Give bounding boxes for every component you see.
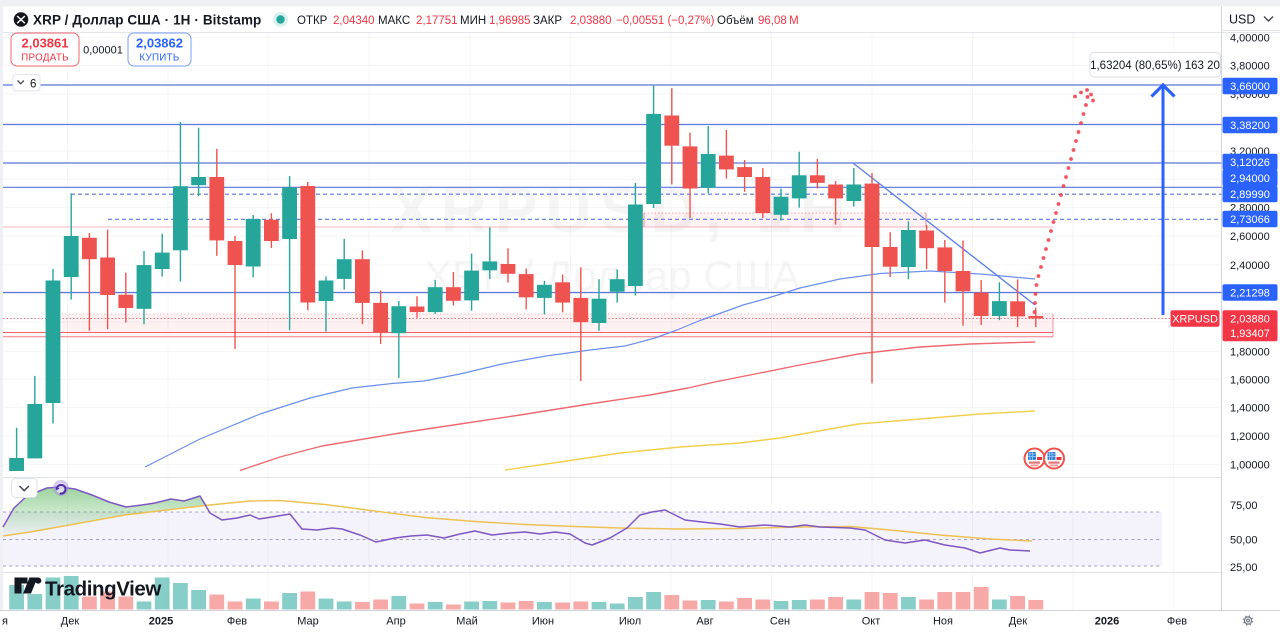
- svg-text:Фев: Фев: [227, 616, 247, 628]
- svg-text:50,00: 50,00: [1230, 535, 1258, 547]
- svg-text:−0,00551 (−0,27%): −0,00551 (−0,27%): [616, 15, 715, 27]
- svg-text:Май: Май: [456, 616, 478, 628]
- svg-text:Июн: Июн: [532, 616, 554, 628]
- svg-text:Апр: Апр: [386, 616, 405, 628]
- svg-text:МИН: МИН: [460, 15, 486, 27]
- svg-text:3,38200: 3,38200: [1230, 120, 1270, 132]
- svg-text:2026: 2026: [1095, 616, 1119, 628]
- svg-text:2,89990: 2,89990: [1230, 189, 1270, 201]
- svg-text:1,96985: 1,96985: [489, 15, 531, 27]
- svg-text:3,80000: 3,80000: [1230, 61, 1270, 73]
- svg-text:Объём: Объём: [717, 15, 754, 27]
- svg-text:Июл: Июл: [619, 616, 641, 628]
- svg-text:2,40000: 2,40000: [1230, 260, 1270, 272]
- svg-text:3,66000: 3,66000: [1230, 81, 1270, 93]
- svg-text:2,94000: 2,94000: [1230, 173, 1270, 185]
- svg-text:2,21298: 2,21298: [1230, 288, 1270, 300]
- svg-text:МАКС: МАКС: [378, 15, 410, 27]
- svg-text:Дек: Дек: [61, 616, 80, 628]
- svg-text:1,00000: 1,00000: [1230, 460, 1270, 472]
- svg-text:0,00001: 0,00001: [83, 45, 123, 57]
- svg-text:2,60000: 2,60000: [1230, 231, 1270, 243]
- svg-text:1,20000: 1,20000: [1230, 431, 1270, 443]
- svg-text:1,63204 (80,65%) 163 20: 1,63204 (80,65%) 163 20: [1090, 60, 1220, 72]
- svg-text:ОТКР: ОТКР: [297, 15, 328, 27]
- svg-text:КУПИТЬ: КУПИТЬ: [139, 53, 179, 64]
- svg-text:1,80000: 1,80000: [1230, 347, 1270, 359]
- svg-text:25,00: 25,00: [1230, 562, 1258, 574]
- svg-text:Дек: Дек: [1009, 616, 1028, 628]
- svg-text:2,03880: 2,03880: [1230, 314, 1270, 326]
- svg-text:Ноя: Ноя: [933, 616, 953, 628]
- svg-text:2,17751: 2,17751: [416, 15, 458, 27]
- svg-text:Мар: Мар: [297, 616, 319, 628]
- svg-text:2,03861: 2,03861: [22, 36, 69, 51]
- svg-text:1,93407: 1,93407: [1230, 328, 1270, 340]
- svg-text:ПРОДАТЬ: ПРОДАТЬ: [21, 53, 69, 64]
- svg-text:96,08 M: 96,08 M: [758, 15, 799, 27]
- svg-text:2025: 2025: [149, 616, 173, 628]
- svg-text:75,00: 75,00: [1230, 500, 1258, 512]
- svg-text:2,03880: 2,03880: [570, 15, 612, 27]
- svg-text:1,60000: 1,60000: [1230, 375, 1270, 387]
- svg-text:2,73066: 2,73066: [1230, 214, 1270, 226]
- svg-text:я: я: [2, 616, 8, 628]
- svg-text:3,12026: 3,12026: [1230, 157, 1270, 169]
- svg-text:USD: USD: [1229, 13, 1255, 27]
- svg-text:2,03862: 2,03862: [136, 36, 183, 51]
- svg-text:2,04340: 2,04340: [333, 15, 375, 27]
- svg-text:Фев: Фев: [1167, 616, 1187, 628]
- svg-text:XRP / Доллар США · 1H · Bitsta: XRP / Доллар США · 1H · Bitstamp: [33, 13, 261, 28]
- svg-text:ЗАКР: ЗАКР: [533, 15, 562, 27]
- svg-text:TradingView: TradingView: [45, 578, 161, 601]
- svg-text:Авг: Авг: [696, 616, 713, 628]
- svg-text:6: 6: [30, 79, 36, 91]
- svg-text:1,40000: 1,40000: [1230, 403, 1270, 415]
- svg-text:4,00000: 4,00000: [1230, 33, 1270, 45]
- svg-text:Сен: Сен: [770, 616, 790, 628]
- svg-text:Окт: Окт: [862, 616, 881, 628]
- svg-text:XRPUSD: XRPUSD: [1172, 314, 1218, 326]
